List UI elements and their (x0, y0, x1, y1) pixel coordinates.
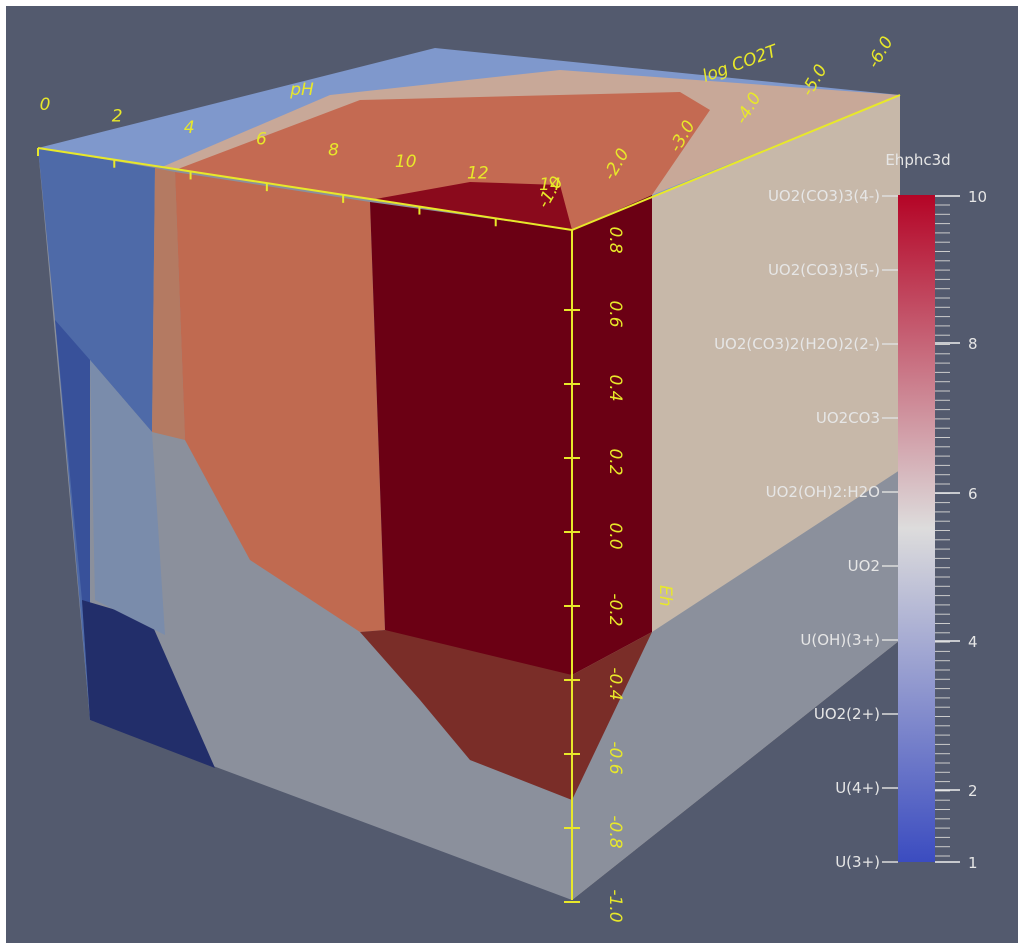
species-label: UO2(CO3)2(H2O)2(2-) (714, 335, 880, 353)
eh-tick-label: 0.2 (605, 448, 625, 475)
left-region (82, 600, 215, 768)
ph-tick-label: 2 (112, 106, 123, 126)
ph-tick-label: 4 (184, 118, 195, 138)
species-label: UO2(CO3)3(5-) (768, 261, 880, 279)
species-label: UO2(OH)2:H2O (766, 483, 880, 501)
left-region (175, 172, 385, 632)
right-region (572, 195, 652, 675)
ph-tick-label: 6 (256, 129, 267, 149)
colorbar-tick-label: 10 (968, 188, 987, 206)
species-label: U(OH)(3+) (800, 631, 880, 649)
left-region (360, 630, 652, 800)
left-region (370, 202, 572, 675)
species-label: UO2(2+) (814, 705, 880, 723)
colorbar-tick-label: 8 (968, 335, 978, 353)
left-region (55, 320, 90, 720)
ph-axis-label: pH (289, 80, 314, 100)
eh-tick-label: -0.2 (605, 593, 625, 626)
ph-tick-label: 10 (395, 152, 417, 172)
colorbar-tick-label: 6 (968, 485, 978, 503)
eh-tick-label: 0.4 (605, 374, 625, 401)
ph-tick-label: 14 (539, 175, 561, 195)
ph-tick-label: 12 (467, 164, 489, 184)
right-region (572, 470, 900, 900)
left-region (152, 168, 185, 440)
top-region (170, 92, 710, 230)
eh-tick-label: 0.8 (605, 226, 625, 253)
left-region (90, 360, 165, 635)
species-label: UO2(CO3)3(4-) (768, 187, 880, 205)
axis-lines (37, 94, 901, 900)
eh-tick-label: 0.6 (605, 300, 625, 327)
ph-tick-label: 8 (328, 141, 339, 161)
eh-tick-label: -0.4 (605, 667, 625, 700)
colorbar-tick-label: 1 (968, 854, 978, 872)
species-label: U(3+) (835, 853, 880, 871)
colorbar-tick-label: 4 (968, 633, 978, 651)
eh-axis-label: Eh (655, 585, 675, 607)
left-region (38, 148, 155, 720)
top-region (370, 182, 572, 230)
species-label: UO2CO3 (816, 409, 880, 427)
colorbar-title: Ehphc3d (885, 151, 950, 169)
colorbar (898, 195, 935, 862)
colorbar-tick-label: 2 (968, 782, 978, 800)
eh-tick-label: -0.8 (605, 815, 625, 848)
eh-tick-label: -0.6 (605, 741, 625, 774)
ph-tick-label: 0 (40, 95, 51, 115)
eh-tick-label: 0.0 (605, 522, 625, 549)
eh-tick-label: -1.0 (605, 889, 625, 922)
species-label: UO2 (848, 557, 880, 575)
species-label: U(4+) (835, 779, 880, 797)
